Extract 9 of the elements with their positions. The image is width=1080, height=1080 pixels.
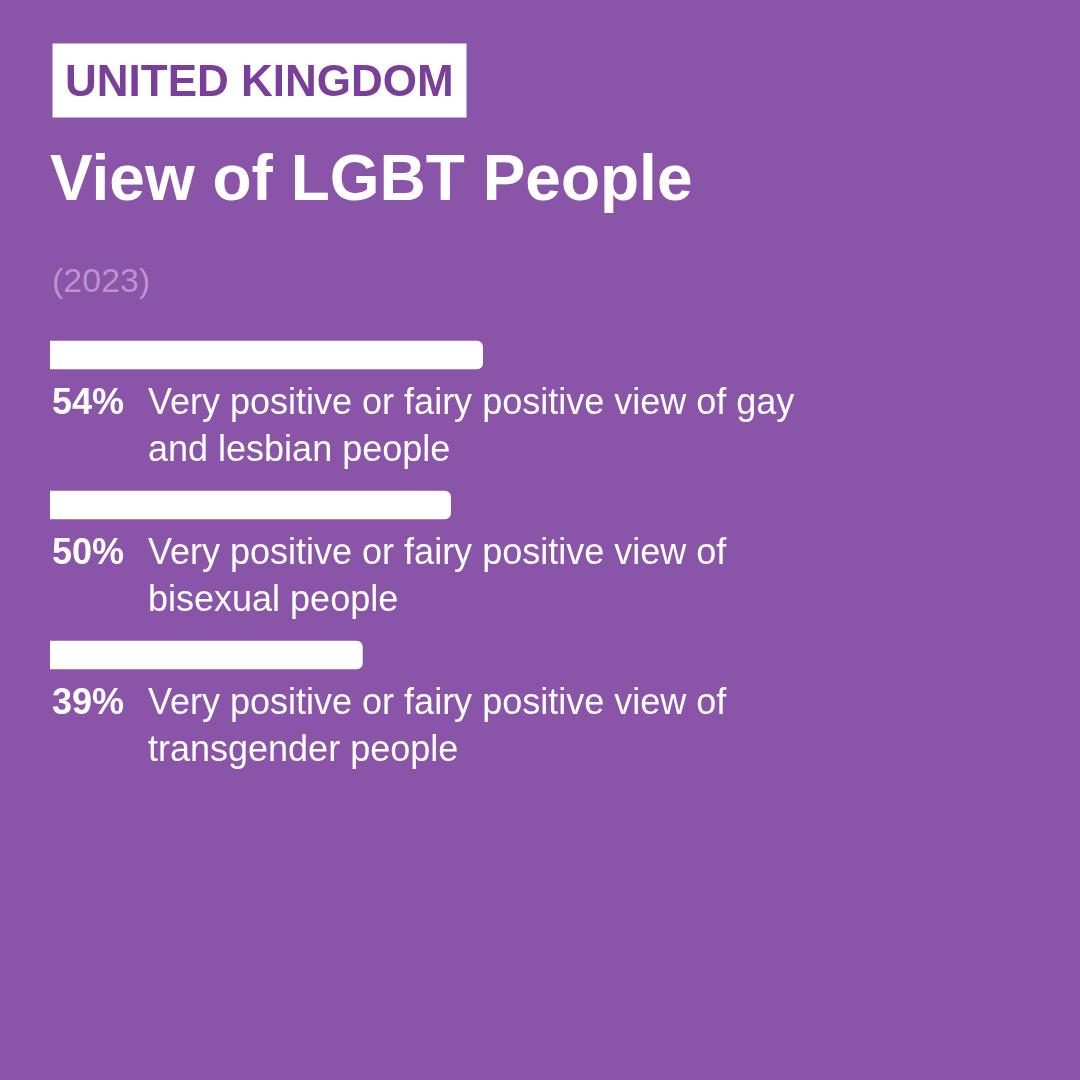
text: (2023) xyxy=(52,261,151,299)
chart-subtitle: UNITED KINGDOM xyxy=(65,56,454,105)
chart-title: View of LGBT People xyxy=(50,142,693,215)
data-label: 54% xyxy=(52,381,125,422)
y-tick-label: Very positive or fairy positive view of gay and lesbian people xyxy=(148,381,795,469)
y-tick-label: Very positive or fairy positive view of transgender people xyxy=(148,681,728,769)
data-label: 39% xyxy=(52,681,125,722)
data-label: 50% xyxy=(52,531,125,572)
y-tick-label: Very positive or fairy positive view of bisexual people xyxy=(148,531,728,619)
